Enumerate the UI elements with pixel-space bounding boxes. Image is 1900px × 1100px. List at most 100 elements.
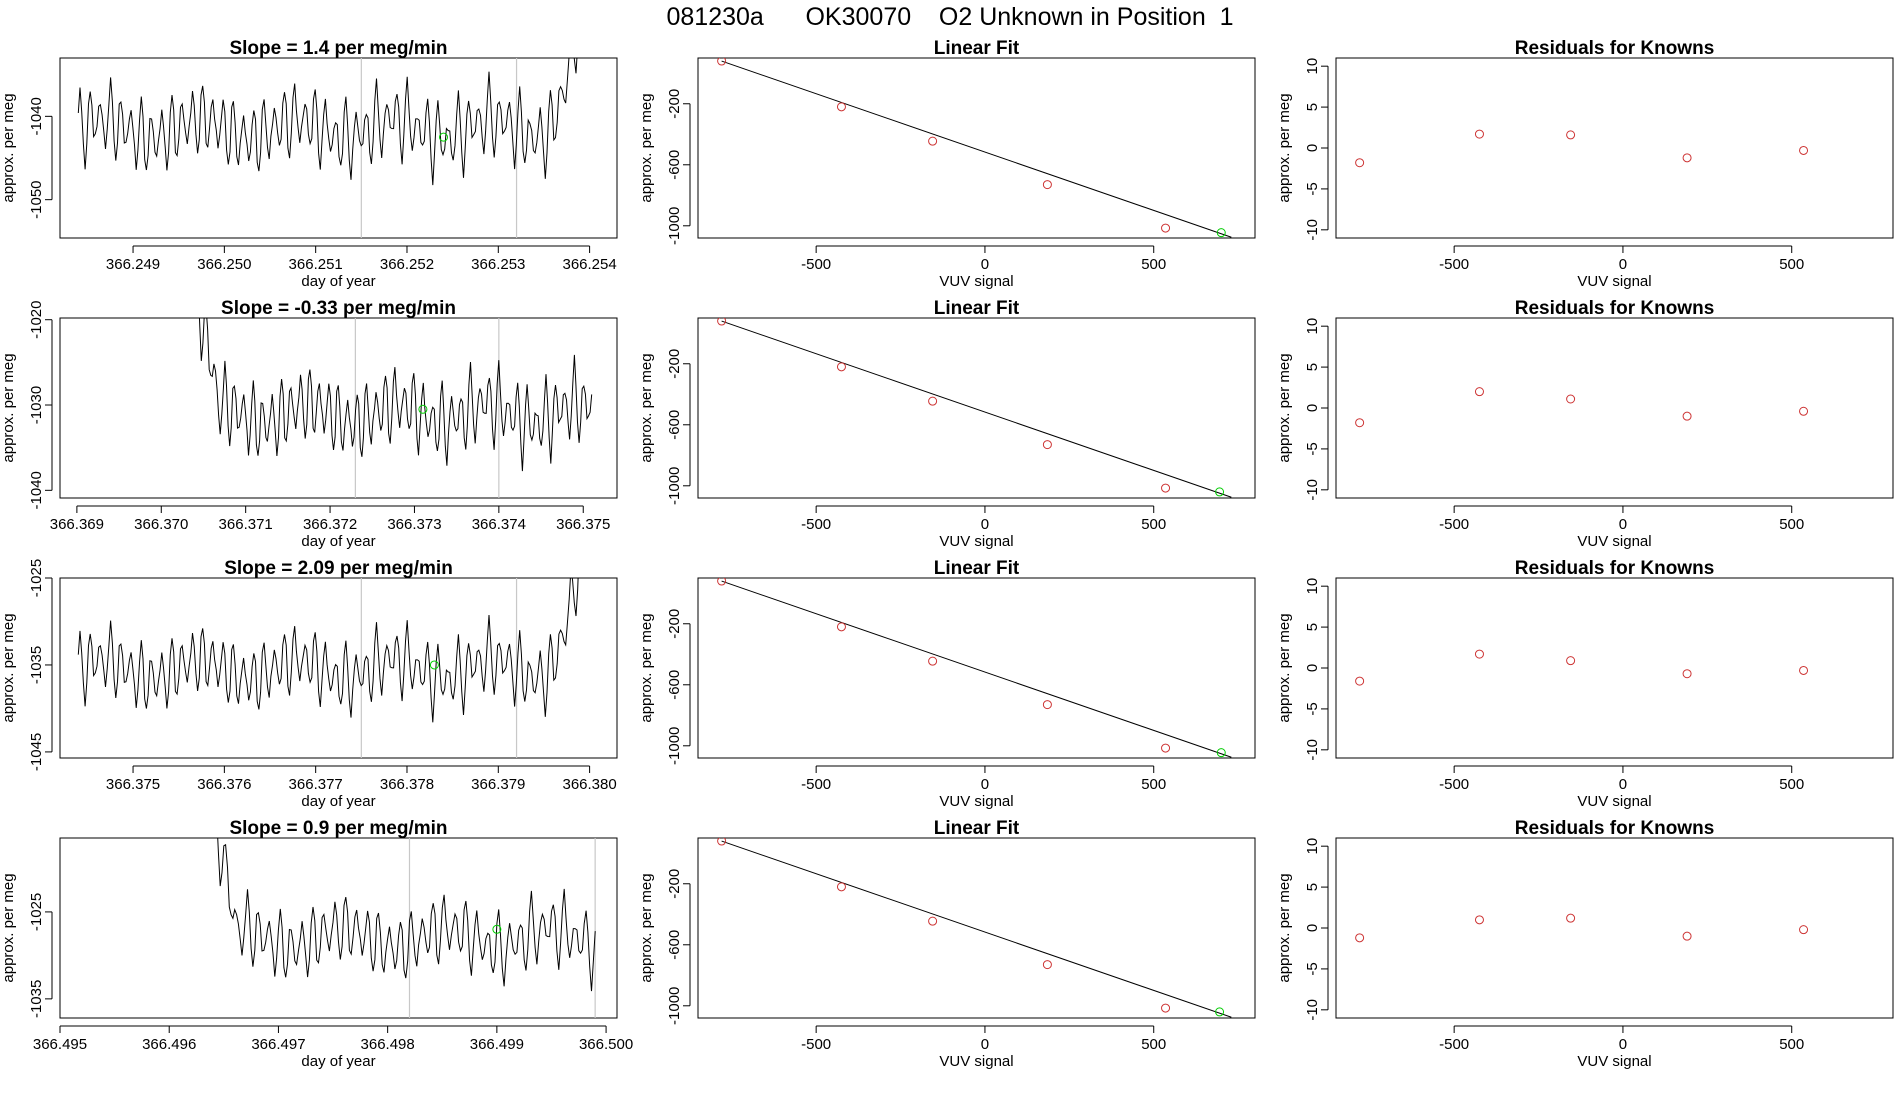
- y-tick-label: -1025: [28, 893, 45, 931]
- panel-title: Slope = 2.09 per meg/min: [224, 558, 453, 579]
- residual-point: [1799, 665, 1809, 675]
- y-tick-label: -200: [666, 349, 683, 379]
- y-tick-label: -200: [666, 89, 683, 119]
- y-tick-label: -1045: [28, 733, 45, 771]
- y-tick-label: -1000: [666, 207, 683, 245]
- signal-trace: [77, 58, 578, 186]
- plot-area: [717, 318, 1232, 498]
- y-axis-label: approx. per meg: [1276, 93, 1293, 202]
- y-axis-label: approx. per meg: [0, 873, 17, 982]
- x-tick-label: 366.251: [289, 256, 343, 273]
- panel-title: Linear Fit: [934, 298, 1020, 319]
- y-axis-label: approx. per meg: [0, 353, 17, 462]
- plot-frame: [1335, 837, 1894, 1019]
- x-tick-label: 0: [1619, 776, 1627, 793]
- page-title: 081230a OK30070 O2 Unknown in Position 1: [666, 3, 1233, 31]
- y-tick-label: 5: [1304, 363, 1321, 371]
- x-tick-label: 500: [1141, 776, 1166, 793]
- panel-9: Residuals for Knowns -500 0 500 VUV signal 10…: [1276, 38, 1894, 290]
- x-tick-label: 0: [981, 1036, 989, 1053]
- known-point: [1161, 223, 1171, 233]
- plot-frame: [1335, 577, 1894, 759]
- plot-frame: [697, 317, 1256, 499]
- y-axis-label: approx. per meg: [0, 93, 17, 202]
- x-tick-label: -500: [1439, 256, 1469, 273]
- y-tick-label: -1020: [28, 301, 45, 339]
- residual-point: [1474, 915, 1484, 925]
- panel-2: Slope = -0.33 per meg/min 366.369 366.370 3…: [0, 298, 618, 550]
- panel-1: Slope = 1.4 per meg/min 366.249 366.250 366…: [0, 38, 618, 290]
- x-axis-label: VUV signal: [939, 1053, 1013, 1070]
- residual-point: [1799, 925, 1809, 935]
- unknown-point: [439, 132, 449, 142]
- y-axis-label: approx. per meg: [638, 613, 655, 722]
- plot-frame: [1335, 317, 1894, 499]
- x-tick-label: 366.369: [50, 516, 104, 533]
- y-tick-label: -600: [666, 150, 683, 180]
- x-axis-label: VUV signal: [1577, 1053, 1651, 1070]
- y-tick-label: 0: [1304, 924, 1321, 932]
- panel-title: Linear Fit: [934, 38, 1020, 59]
- x-tick-label: 0: [1619, 516, 1627, 533]
- y-tick-label: -10: [1304, 739, 1321, 761]
- residual-point: [1474, 649, 1484, 659]
- x-tick-label: 366.254: [562, 256, 616, 273]
- y-axis-label: approx. per meg: [1276, 353, 1293, 462]
- y-tick-label: 5: [1304, 883, 1321, 891]
- plot-area: [717, 58, 1232, 238]
- x-tick-label: 500: [1779, 256, 1804, 273]
- known-point: [928, 136, 938, 146]
- plot-frame: [59, 837, 618, 1019]
- y-tick-label: -5: [1304, 702, 1321, 715]
- x-axis-label: day of year: [301, 533, 375, 550]
- y-tick-label: -600: [666, 930, 683, 960]
- x-axis-label: day of year: [301, 273, 375, 290]
- panel-4: Slope = 0.9 per meg/min 366.495 366.496 366…: [0, 818, 633, 1070]
- residual-point: [1566, 913, 1576, 923]
- y-tick-label: -5: [1304, 182, 1321, 195]
- y-axis-label: approx. per meg: [638, 873, 655, 982]
- y-tick-label: -5: [1304, 442, 1321, 455]
- panel-8: Linear Fit -500 0 500 VUV signal -200 -600 -100…: [638, 818, 1256, 1070]
- y-tick-label: 0: [1304, 664, 1321, 672]
- y-tick-label: 10: [1304, 838, 1321, 855]
- y-tick-label: -1000: [666, 727, 683, 765]
- panel-title: Residuals for Knowns: [1515, 558, 1715, 579]
- fit-line: [721, 840, 1232, 1018]
- known-point: [928, 656, 938, 666]
- residual-point: [1474, 387, 1484, 397]
- known-point: [1161, 483, 1171, 493]
- plot-area: [217, 838, 596, 1018]
- x-tick-label: 366.250: [197, 256, 251, 273]
- y-tick-label: 0: [1304, 404, 1321, 412]
- panel-5: Linear Fit -500 0 500 VUV signal -200 -600 -100…: [638, 38, 1256, 290]
- x-tick-label: 500: [1141, 516, 1166, 533]
- panel-title: Residuals for Knowns: [1515, 818, 1715, 839]
- unknown-point: [418, 404, 428, 414]
- x-tick-label: 366.370: [134, 516, 188, 533]
- y-tick-label: -200: [666, 869, 683, 899]
- x-axis-label: VUV signal: [939, 533, 1013, 550]
- x-tick-label: 366.500: [579, 1036, 633, 1053]
- known-point: [836, 622, 846, 632]
- known-point: [1042, 700, 1052, 710]
- x-tick-label: 0: [981, 256, 989, 273]
- x-tick-label: 366.373: [387, 516, 441, 533]
- unknown-point: [1215, 487, 1225, 497]
- x-tick-label: 366.379: [471, 776, 525, 793]
- known-point: [1161, 743, 1171, 753]
- residual-point: [1682, 411, 1692, 421]
- x-axis-label: VUV signal: [939, 273, 1013, 290]
- y-tick-label: 10: [1304, 578, 1321, 595]
- residual-point: [1682, 931, 1692, 941]
- panel-title: Linear Fit: [934, 818, 1020, 839]
- y-tick-label: -10: [1304, 999, 1321, 1021]
- y-tick-label: -1035: [28, 646, 45, 684]
- x-tick-label: 500: [1779, 776, 1804, 793]
- residual-point: [1682, 153, 1692, 163]
- x-tick-label: 366.252: [380, 256, 434, 273]
- y-axis-label: approx. per meg: [0, 613, 17, 722]
- x-tick-label: -500: [801, 776, 831, 793]
- panel-7: Linear Fit -500 0 500 VUV signal -200 -600 -100…: [638, 558, 1256, 810]
